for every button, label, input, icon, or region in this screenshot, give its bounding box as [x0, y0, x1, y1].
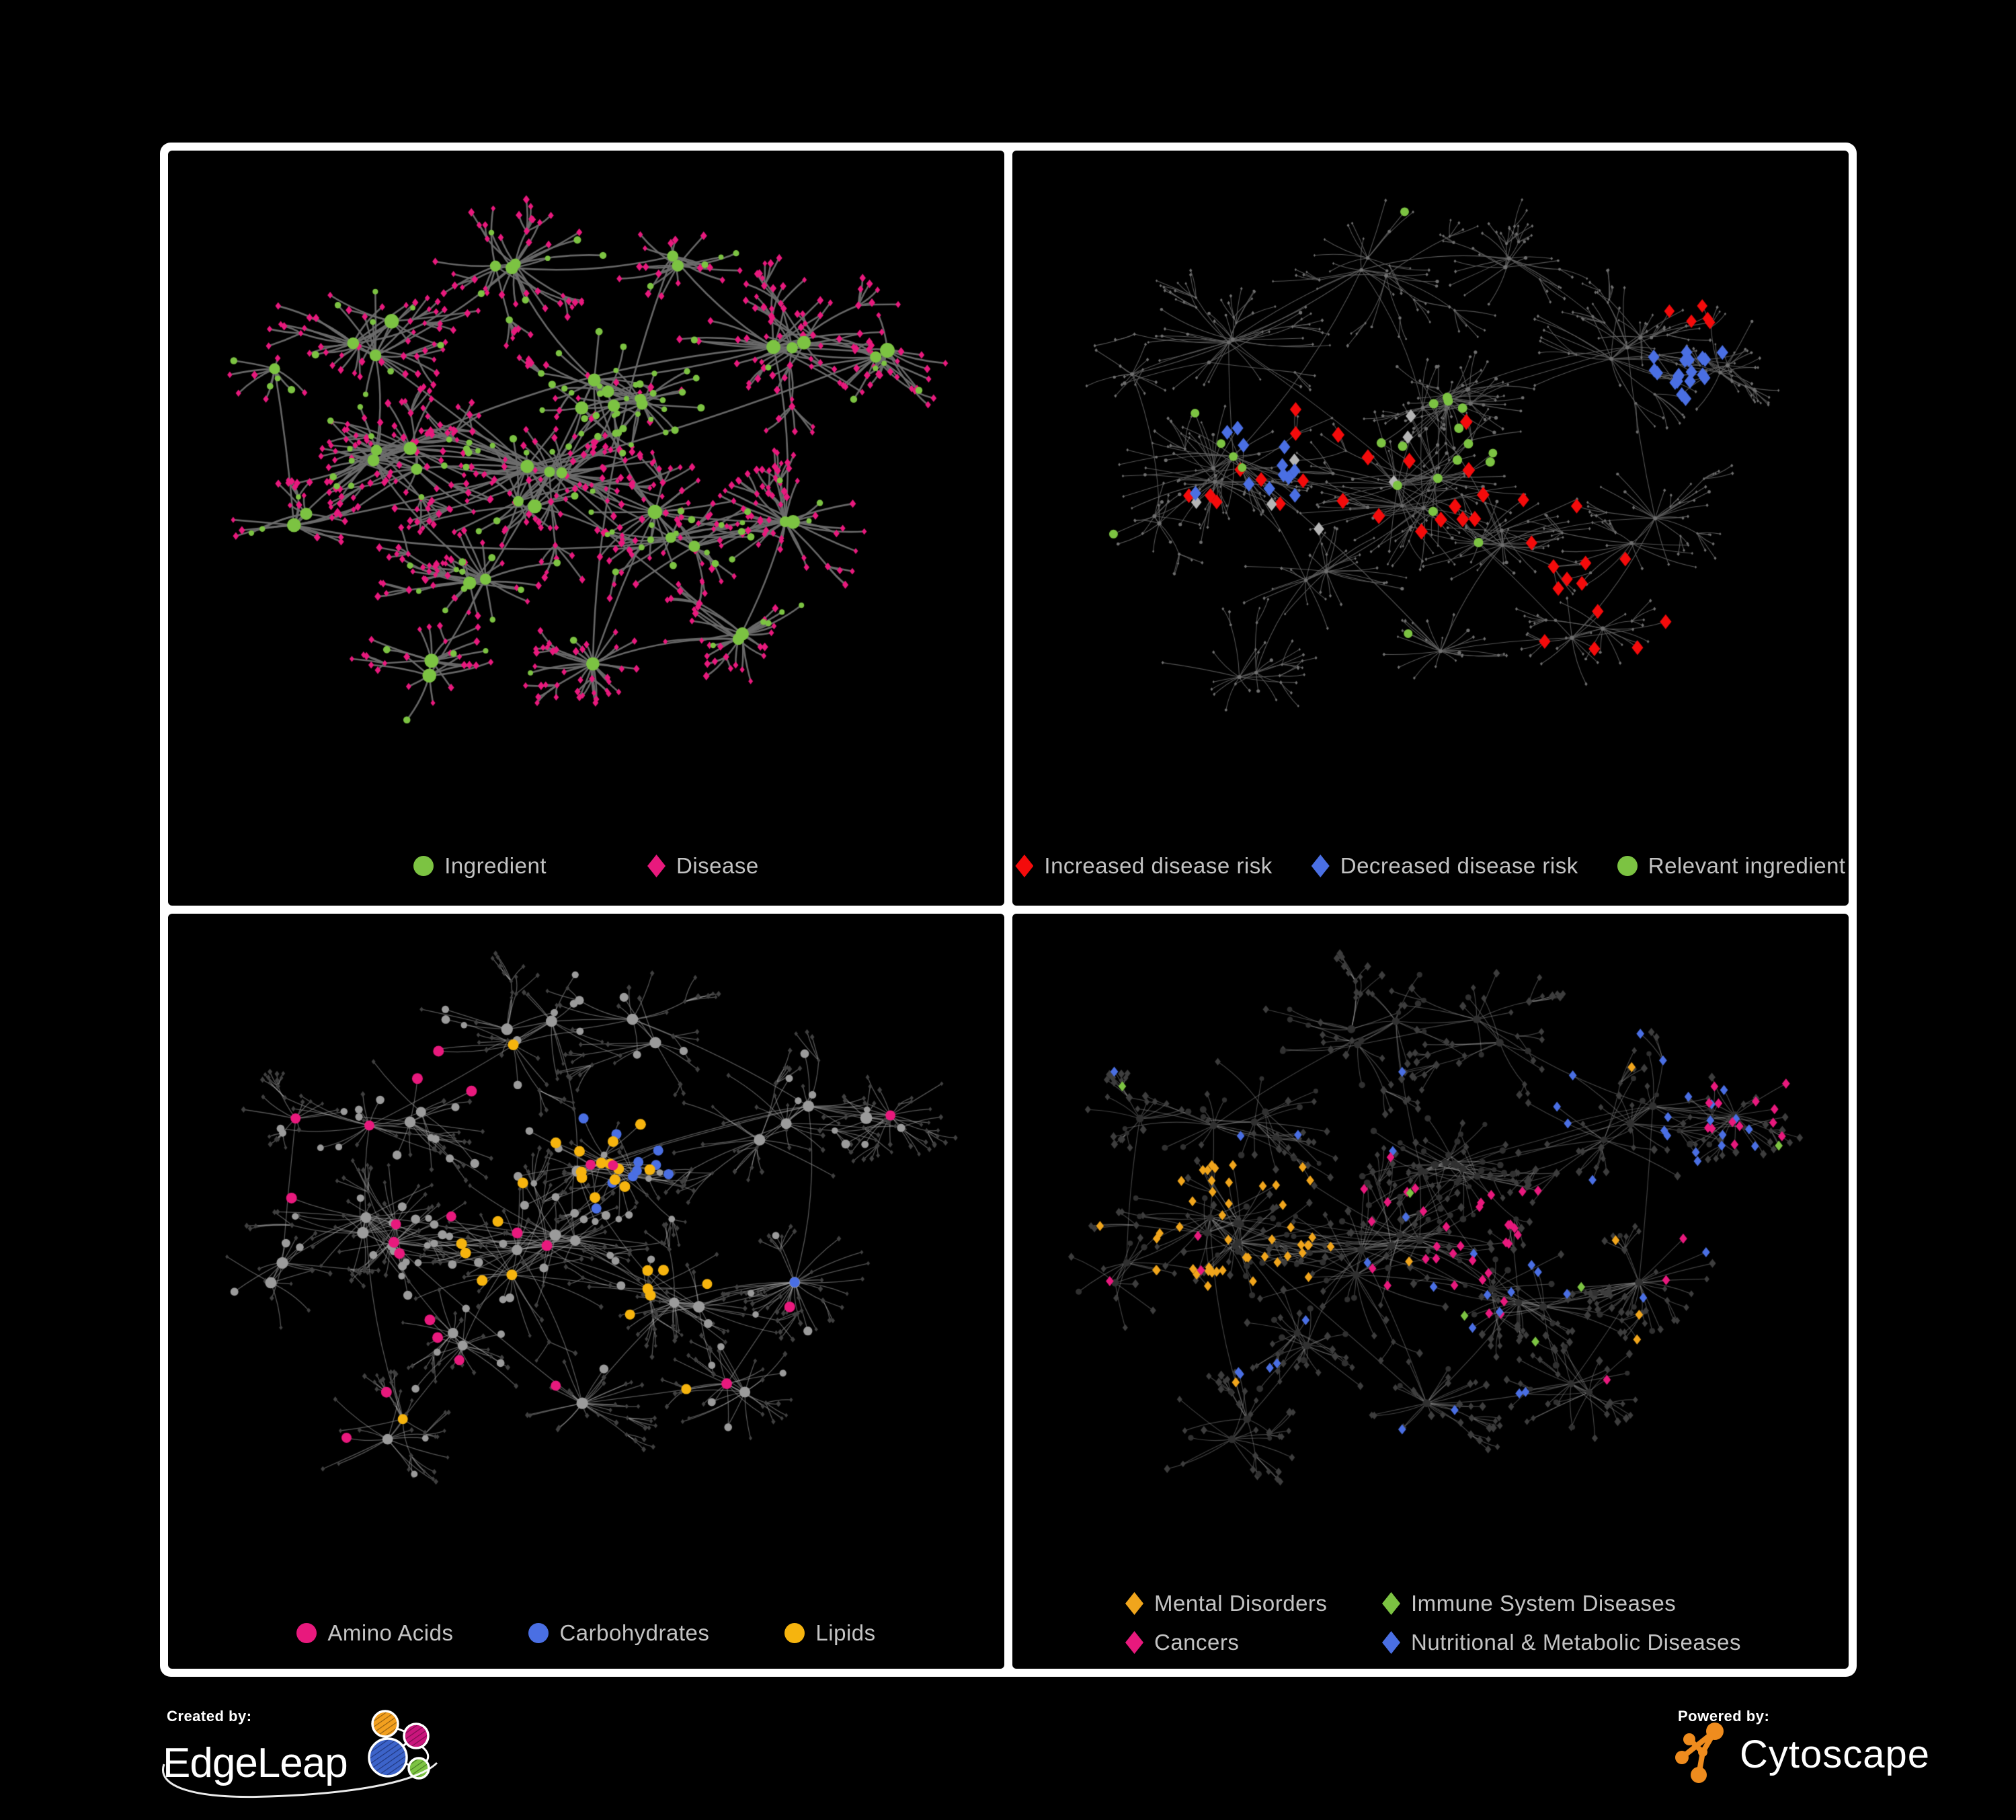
- panel-disease-classes: Mental Disorders Immune System Diseases …: [1012, 914, 1849, 1669]
- panel-disease-risk: Increased disease risk Decreased disease…: [1012, 151, 1849, 906]
- immune-system-marker-icon: [1382, 1592, 1400, 1615]
- carbohydrates-marker-icon: [528, 1623, 549, 1643]
- legend-item: Decreased disease risk: [1311, 853, 1578, 879]
- created-by-label: Created by:: [167, 1708, 252, 1725]
- network-disease-risk: [1012, 151, 1849, 906]
- legend-item: Cancers: [1125, 1630, 1382, 1655]
- lipids-marker-icon: [784, 1623, 805, 1643]
- legend-ingredient-disease: Ingredient Disease: [168, 853, 1004, 879]
- ingredient-marker-icon: [413, 856, 434, 876]
- mental-disorders-marker-icon: [1125, 1592, 1143, 1615]
- legend-label: Relevant ingredient: [1648, 853, 1846, 878]
- legend-item: Lipids: [784, 1620, 875, 1646]
- relevant-ingredient-marker-icon: [1617, 856, 1638, 876]
- legend-item: Increased disease risk: [1015, 853, 1272, 879]
- cytoscape-wordmark: Cytoscape: [1740, 1733, 1931, 1776]
- decreased-risk-marker-icon: [1311, 855, 1330, 877]
- legend-item: Mental Disorders: [1125, 1591, 1382, 1616]
- legend-label: Decreased disease risk: [1340, 853, 1578, 878]
- edgeleap-logo-icon: [367, 1710, 430, 1780]
- panel-ingredient-disease: Ingredient Disease: [168, 151, 1004, 906]
- nutritional-metabolic-marker-icon: [1382, 1631, 1400, 1654]
- legend-item: Amino Acids: [296, 1620, 453, 1646]
- cytoscape-credit: Powered by: Cytoscape: [1675, 1708, 1991, 1819]
- cytoscape-logo-icon: [1675, 1723, 1724, 1783]
- legend-label: Disease: [676, 853, 759, 878]
- legend-label: Amino Acids: [327, 1620, 454, 1645]
- legend-item: Disease: [647, 853, 759, 879]
- edgeleap-credit: Created by: EdgeLeap: [162, 1708, 479, 1819]
- legend-disease-classes: Mental Disorders Immune System Diseases …: [1125, 1591, 1741, 1655]
- legend-label: Mental Disorders: [1154, 1591, 1328, 1616]
- network-ingredient-classes: [168, 914, 1004, 1669]
- powered-by-label: Powered by:: [1678, 1708, 1770, 1725]
- edgeleap-wordmark: EdgeLeap: [163, 1740, 348, 1786]
- amino-acids-marker-icon: [296, 1623, 317, 1643]
- legend-label: Nutritional & Metabolic Diseases: [1411, 1630, 1742, 1655]
- legend-item: Carbohydrates: [528, 1620, 709, 1646]
- legend-item: Nutritional & Metabolic Diseases: [1382, 1630, 1741, 1655]
- cytoscape-brand-row: Cytoscape: [1675, 1723, 1991, 1784]
- edgeleap-brand-row: EdgeLeap: [163, 1710, 479, 1801]
- legend-item: Immune System Diseases: [1382, 1591, 1741, 1616]
- cancers-marker-icon: [1125, 1631, 1143, 1654]
- legend-label: Lipids: [815, 1620, 876, 1645]
- legend-label: Ingredient: [444, 853, 547, 878]
- legend-item: Relevant ingredient: [1617, 853, 1846, 879]
- increased-risk-marker-icon: [1015, 855, 1034, 877]
- disease-marker-icon: [647, 855, 666, 877]
- panel-ingredient-classes: Amino Acids Carbohydrates Lipids: [168, 914, 1004, 1669]
- legend-label: Increased disease risk: [1044, 853, 1273, 878]
- panel-grid: Ingredient Disease Increased disease ris…: [160, 143, 1857, 1677]
- network-disease-classes: [1012, 914, 1849, 1669]
- legend-label: Cancers: [1154, 1630, 1240, 1655]
- legend-label: Carbohydrates: [559, 1620, 710, 1645]
- legend-disease-risk: Increased disease risk Decreased disease…: [1012, 853, 1849, 879]
- legend-ingredient-classes: Amino Acids Carbohydrates Lipids: [168, 1620, 1004, 1646]
- legend-item: Ingredient: [413, 853, 547, 879]
- legend-label: Immune System Diseases: [1411, 1591, 1677, 1616]
- network-ingredient-disease: [168, 151, 1004, 906]
